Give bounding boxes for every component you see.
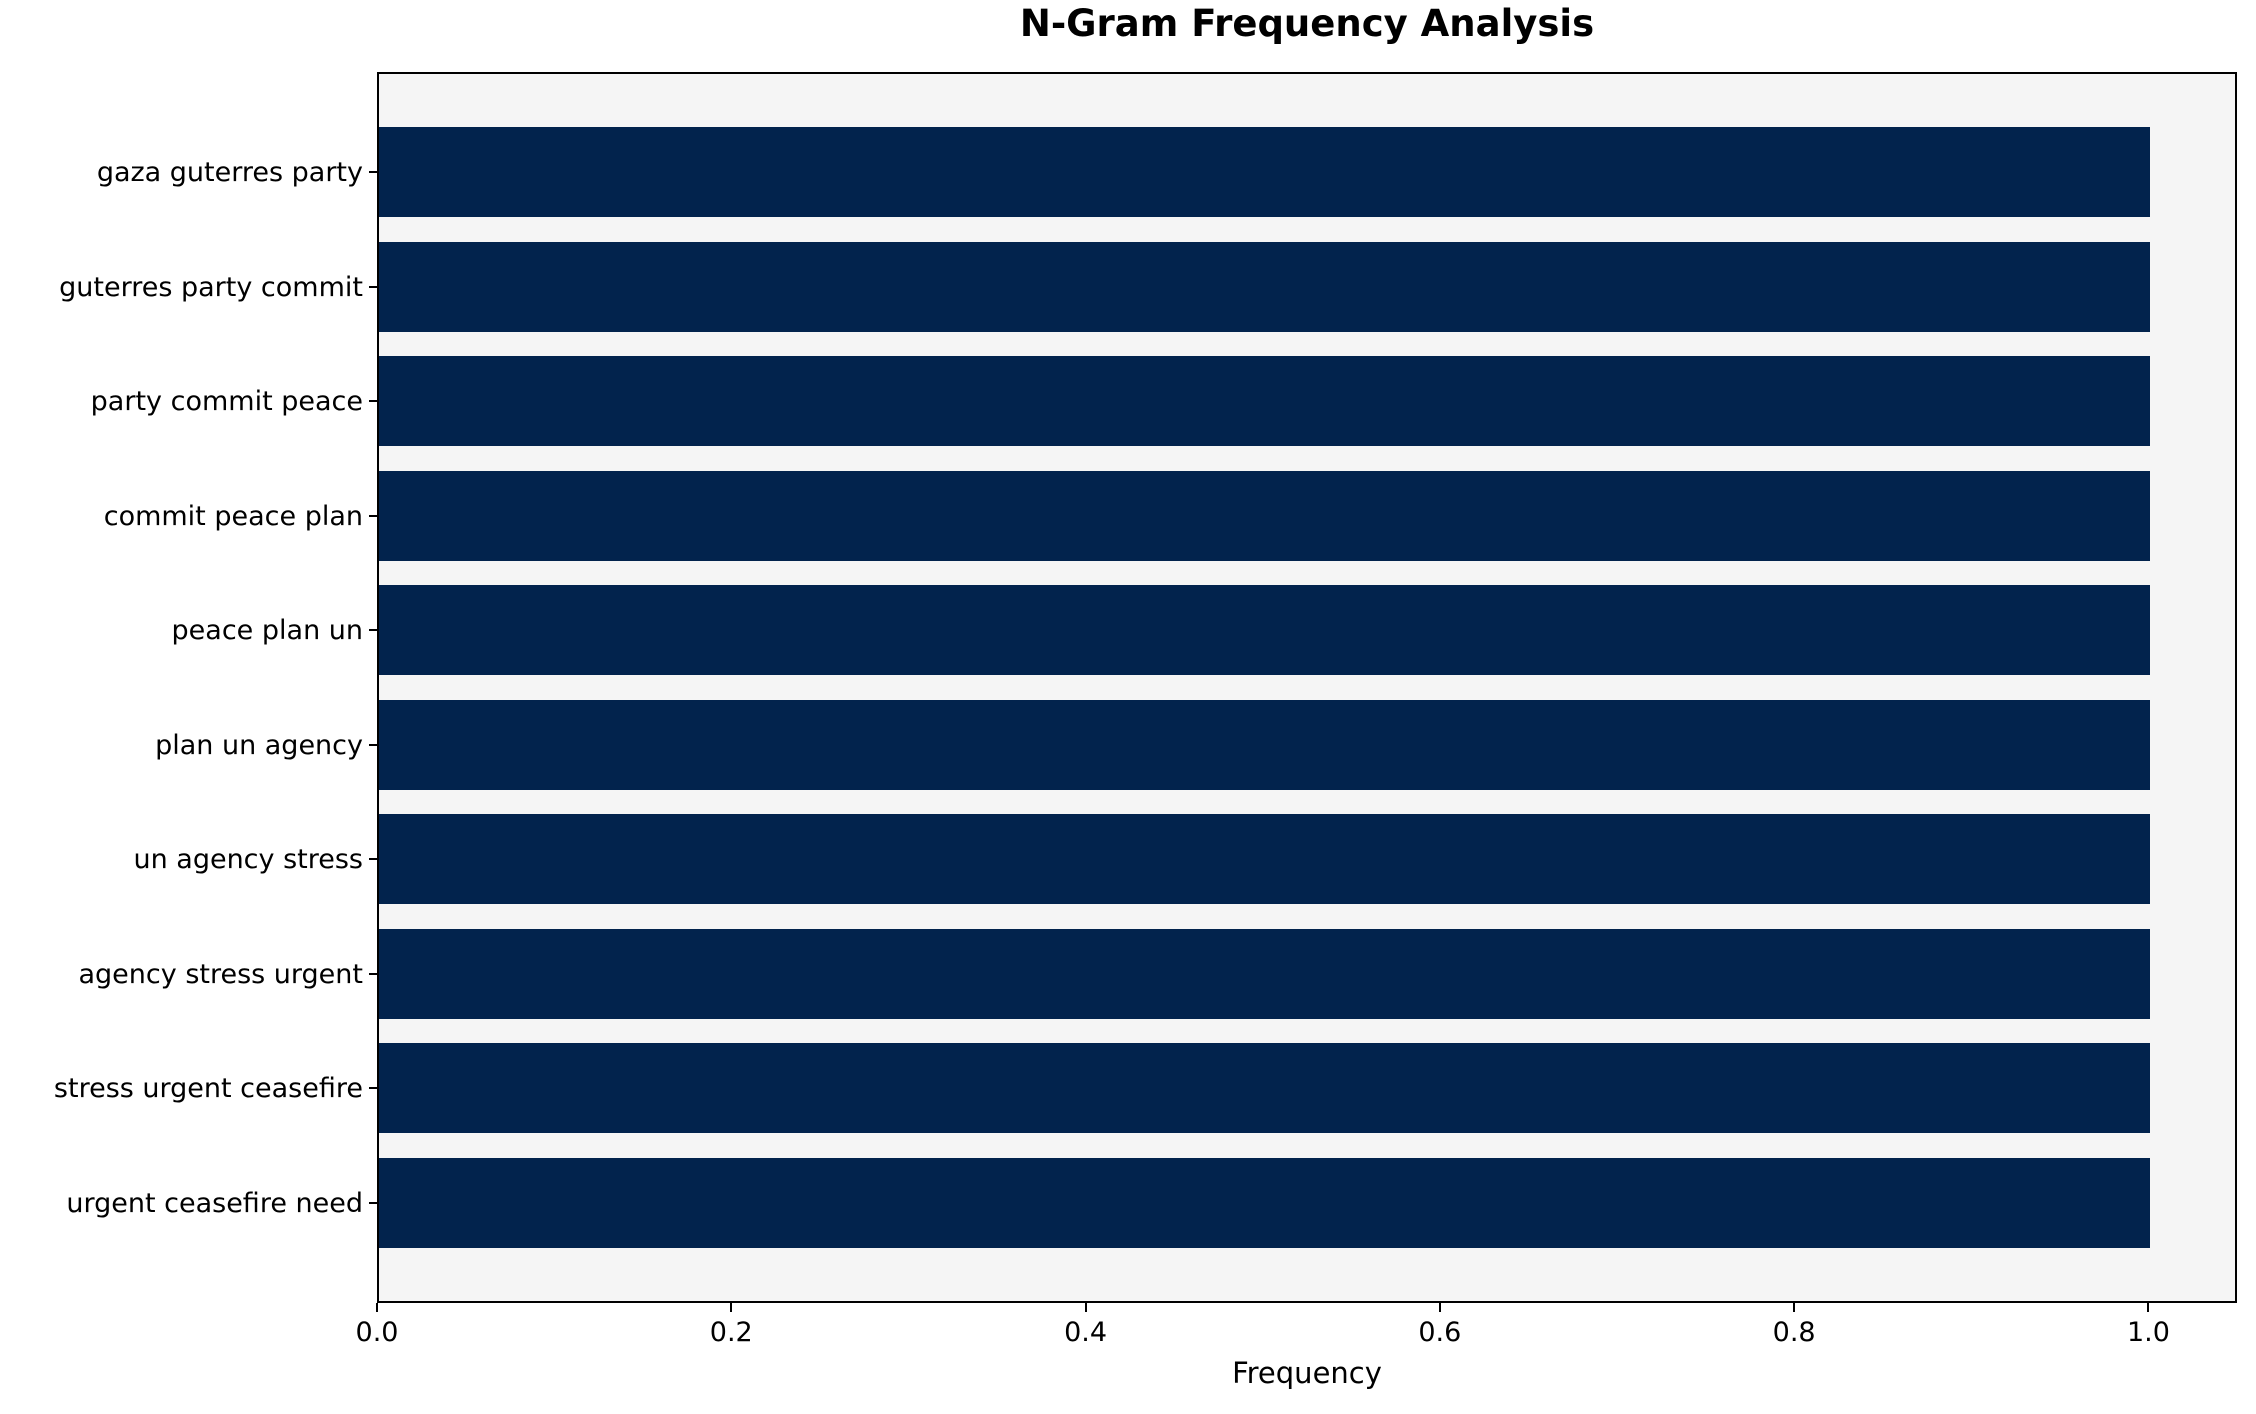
x-tick-label: 0.4 (1064, 1317, 1108, 1348)
y-tick-label: guterres party commit (59, 271, 363, 303)
chart-title: N-Gram Frequency Analysis (1019, 2, 1595, 45)
bar (379, 814, 2151, 905)
y-tick-label: un agency stress (133, 844, 363, 876)
x-tick-mark (730, 1303, 733, 1312)
bar (379, 356, 2151, 447)
x-tick-mark (1793, 1303, 1796, 1312)
y-tick-label: commit peace plan (103, 500, 363, 532)
y-tick-label: party commit peace (90, 386, 363, 418)
x-tick-label: 1.0 (2126, 1317, 2170, 1348)
bar (379, 928, 2151, 1019)
bar (379, 1043, 2151, 1134)
bar (379, 585, 2151, 676)
x-tick-mark (2147, 1303, 2150, 1312)
plot-area (377, 72, 2237, 1303)
bar (379, 1157, 2151, 1248)
y-tick-label: urgent ceasefire need (66, 1187, 363, 1219)
bar (379, 241, 2151, 332)
y-tick-label: agency stress urgent (78, 958, 364, 990)
bar (379, 127, 2151, 218)
y-tick-label: stress urgent ceasefire (53, 1073, 363, 1105)
bar (379, 470, 2151, 561)
y-tick-mark (369, 858, 377, 861)
y-tick-mark (369, 400, 377, 403)
y-tick-label: gaza guterres party (96, 157, 363, 189)
x-tick-label: 0.6 (1418, 1317, 1462, 1348)
y-tick-mark (369, 629, 377, 632)
x-tick-mark (1084, 1303, 1087, 1312)
x-tick-label: 0.2 (709, 1317, 753, 1348)
y-tick-mark (369, 972, 377, 975)
x-tick-mark (1438, 1303, 1441, 1312)
y-tick-mark (369, 514, 377, 517)
y-tick-mark (369, 743, 377, 746)
y-tick-mark (369, 171, 377, 174)
x-axis-label: Frequency (1232, 1356, 1382, 1390)
y-tick-label: plan un agency (155, 729, 363, 761)
x-tick-label: 0.0 (355, 1317, 399, 1348)
x-tick-label: 0.8 (1772, 1317, 1816, 1348)
y-tick-mark (369, 1201, 377, 1204)
bar (379, 699, 2151, 790)
y-tick-mark (369, 285, 377, 288)
x-tick-mark (376, 1303, 378, 1312)
y-tick-mark (369, 1087, 377, 1090)
y-tick-label: peace plan un (171, 615, 363, 647)
